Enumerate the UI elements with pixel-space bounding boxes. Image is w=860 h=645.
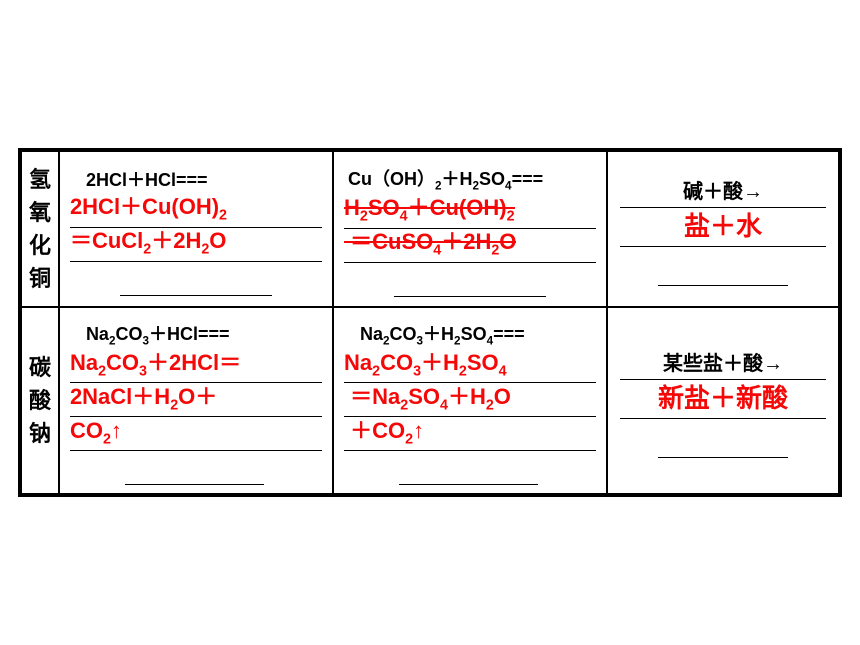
answer-line: 某些盐＋酸→ [620,344,826,380]
rule-text: 碱＋酸→ [683,175,763,204]
equation-text: ＝Na2SO4＋H2O [344,379,511,413]
equation-text: CO2↑ [70,418,122,447]
row-label-na2co3: 碳 酸 钠 [21,307,59,495]
equation-text: ＝CuCl2＋2H2O [70,223,226,257]
table-row: 碳 酸 钠 Na2CO3＋HCl=== Na2CO3＋2HCl＝ 2NaCl＋H… [21,307,839,495]
cell-r1c1: 2HCl＋HCl=== 2HCl＋Cu(OH)2 ＝CuCl2＋2H2O [59,151,333,307]
label-char: 钠 [26,417,54,450]
answer-line: 2NaCl＋H2O＋ [70,385,322,417]
cell-r2c1: Na2CO3＋HCl=== Na2CO3＋2HCl＝ 2NaCl＋H2O＋ CO… [59,307,333,495]
blank-line [399,453,538,485]
rule-answer: 新盐＋新酸 [658,378,788,415]
equation-text: Na2CO3＋H2SO4 [344,345,507,379]
equation-text: H2SO4＋Cu(OH)2 [344,190,515,224]
equation-text: 2HCl＋Cu(OH)2 [70,189,227,223]
answer-line: 碱＋酸→ [620,172,826,208]
equation-text: 2NaCl＋H2O＋ [70,379,217,413]
blank-line [394,265,545,297]
blank-line [125,453,264,485]
prompt-text: Na2CO3＋H2SO4=== [344,320,596,348]
label-char: 碳 [26,351,54,384]
answer-line: CO2↑ [70,419,322,451]
answer-line: 新盐＋新酸 [620,383,826,419]
prompt-text: 2HCl＋HCl=== [70,166,322,192]
cell-r2c3: 某些盐＋酸→ 新盐＋新酸 [607,307,839,495]
equation-text: ＋CO2↑ [344,413,424,447]
answer-line: ＋CO2↑ [344,419,596,451]
blank-line [658,250,789,286]
equation-text: Na2CO3＋2HCl＝ [70,345,241,379]
answer-line: ＝CuCl2＋2H2O [70,230,322,262]
prompt-text: Cu（OH）2＋H2SO4=== [344,165,596,193]
rule-answer: 盐＋水 [684,206,762,243]
label-char: 氧 [26,196,54,229]
cell-r1c2: Cu（OH）2＋H2SO4=== H2SO4＋Cu(OH)2 ＝CuSO4＋2H… [333,151,607,307]
answer-line: ＝CuSO4＋2H2O [344,231,596,263]
blank-line [658,422,789,458]
row-label-cuoh2: 氢 氧 化 铜 [21,151,59,307]
rule-text: 某些盐＋酸→ [663,347,783,376]
cell-r1c3: 碱＋酸→ 盐＋水 [607,151,839,307]
equations-table: 氢 氧 化 铜 2HCl＋HCl=== 2HCl＋Cu(OH)2 ＝CuCl2＋… [18,148,842,498]
chem-table: 氢 氧 化 铜 2HCl＋HCl=== 2HCl＋Cu(OH)2 ＝CuCl2＋… [20,150,840,496]
answer-line: 盐＋水 [620,211,826,247]
blank-line [120,264,271,296]
label-char: 化 [26,229,54,262]
label-char: 酸 [26,384,54,417]
prompt-text: Na2CO3＋HCl=== [70,320,322,348]
label-char: 铜 [26,262,54,295]
equation-text: ＝CuSO4＋2H2O [344,224,516,258]
table-row: 氢 氧 化 铜 2HCl＋HCl=== 2HCl＋Cu(OH)2 ＝CuCl2＋… [21,151,839,307]
cell-r2c2: Na2CO3＋H2SO4=== Na2CO3＋H2SO4 ＝Na2SO4＋H2O… [333,307,607,495]
label-char: 氢 [26,163,54,196]
